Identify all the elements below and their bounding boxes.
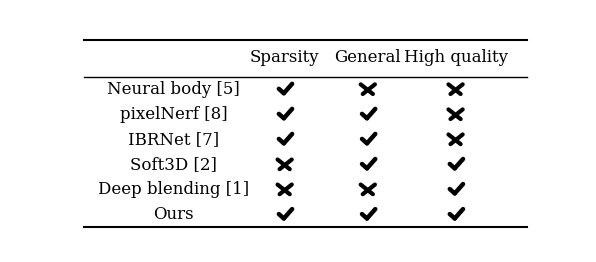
Text: Deep blending [1]: Deep blending [1] — [98, 181, 249, 198]
Text: Neural body [5]: Neural body [5] — [107, 81, 240, 98]
Text: Ours: Ours — [154, 206, 194, 223]
Text: pixelNerf [8]: pixelNerf [8] — [120, 106, 228, 123]
Text: High quality: High quality — [403, 49, 508, 66]
Text: Soft3D [2]: Soft3D [2] — [131, 156, 218, 173]
Text: IBRNet [7]: IBRNet [7] — [128, 131, 219, 148]
Text: Sparsity: Sparsity — [250, 49, 319, 66]
Text: General: General — [334, 49, 401, 66]
